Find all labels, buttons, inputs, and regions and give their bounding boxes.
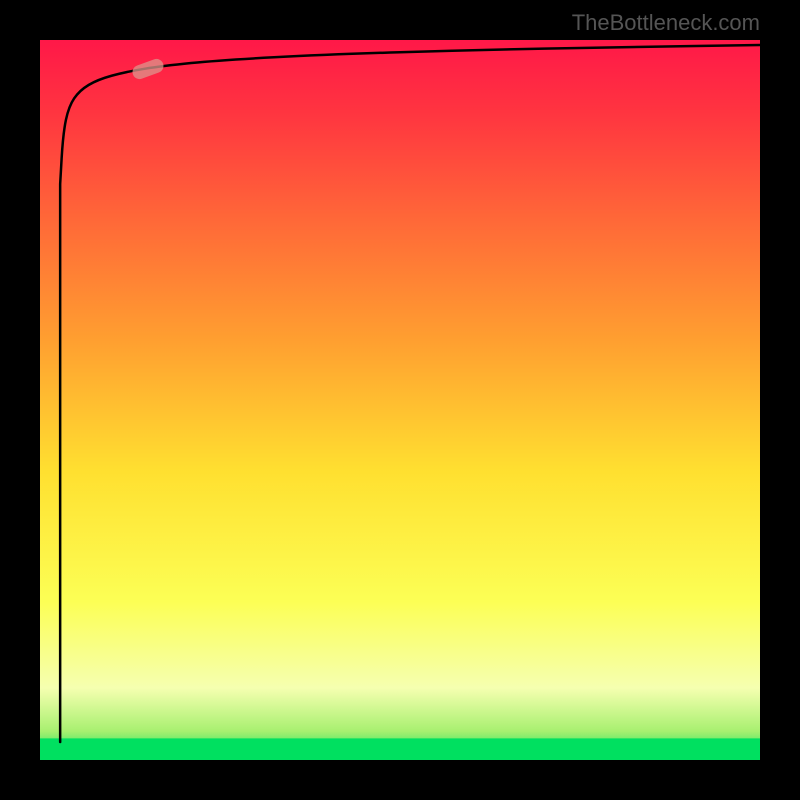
- plot-area: [40, 40, 760, 760]
- bottleneck-curve: [40, 40, 760, 760]
- chart-frame: TheBottleneck.com: [0, 0, 800, 800]
- attribution-text: TheBottleneck.com: [572, 10, 760, 36]
